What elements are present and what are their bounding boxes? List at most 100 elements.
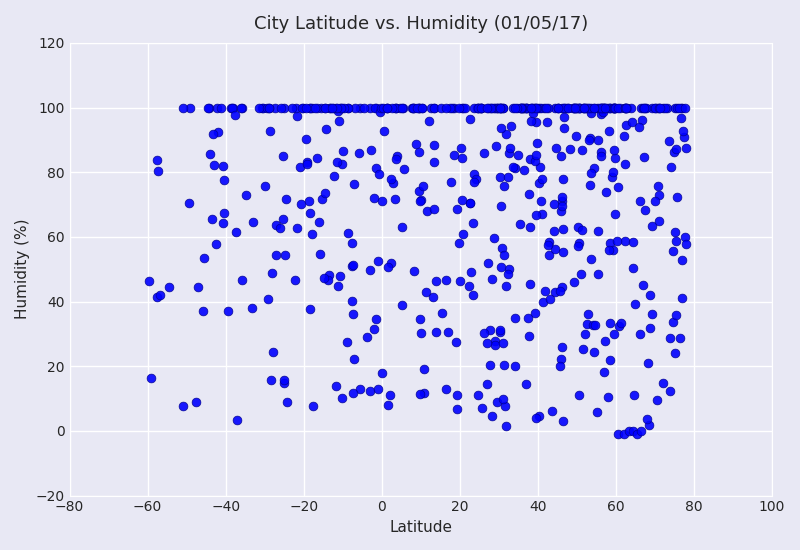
Point [596,103,609,112]
Point [653,191,666,200]
Point [534,163,546,172]
Point [533,411,546,420]
Point [480,103,493,112]
Point [591,408,604,416]
Point [529,103,542,112]
Point [330,158,343,167]
Point [346,310,359,319]
Point [258,182,271,190]
Point [428,103,441,112]
Point [594,103,607,112]
Point [631,430,644,438]
Point [369,103,382,112]
Point [620,120,633,129]
Point [206,214,218,223]
Point [487,103,500,112]
Point [472,103,485,112]
Point [434,103,447,112]
Point [591,270,604,278]
Point [663,386,676,395]
Point [337,146,350,155]
Point [421,206,434,215]
Point [230,228,242,237]
Point [330,103,343,112]
Point [281,397,294,406]
Point [578,329,591,338]
Point [555,206,568,215]
Point [502,265,515,273]
Point [522,314,534,323]
Point [374,103,387,112]
Point [595,109,608,118]
Point [613,321,626,330]
Point [588,103,601,112]
Point [547,227,560,235]
Point [515,103,528,112]
Point [490,141,502,150]
Point [253,103,266,112]
Point [679,239,692,248]
Point [648,103,661,112]
Point [413,147,426,156]
Point [207,129,220,138]
Point [518,165,530,174]
Point [675,103,688,112]
Point [521,103,534,112]
Point [585,168,598,177]
Point [673,103,686,112]
Point [262,103,275,112]
Point [634,197,646,206]
Point [154,291,166,300]
Point [546,406,558,415]
Point [331,282,344,291]
Point [494,326,506,334]
Point [426,293,439,301]
Point [570,131,582,140]
Point [540,103,553,112]
Point [634,330,646,339]
Point [278,376,290,384]
Point [641,414,654,423]
Point [550,144,562,153]
Point [364,387,377,395]
Point [335,103,348,112]
Point [646,222,658,230]
Point [669,236,682,245]
Point [410,103,423,112]
Point [278,378,290,387]
Point [375,368,388,377]
Point [525,117,538,125]
Point [442,328,454,337]
Point [528,103,541,112]
Point [229,111,242,119]
Point [406,103,419,112]
Point [198,254,210,262]
Point [247,217,260,226]
Point [549,103,562,112]
Point [520,103,533,112]
Point [455,144,468,152]
Point [406,103,419,112]
Point [301,159,314,168]
Point [637,103,650,112]
Point [354,103,366,112]
Point [678,133,690,141]
Point [456,229,469,238]
Point [627,390,640,399]
Point [670,144,683,153]
Point [306,230,318,239]
Point [478,148,490,157]
Point [599,188,612,196]
Point [607,146,620,155]
Point [412,103,425,112]
Point [606,103,619,112]
Point [266,268,278,277]
Point [176,402,189,411]
Point [306,402,319,410]
Point [609,103,622,112]
Point [557,174,570,183]
Point [610,236,623,245]
Point [525,103,538,112]
Point [678,233,691,242]
Point [541,118,554,127]
